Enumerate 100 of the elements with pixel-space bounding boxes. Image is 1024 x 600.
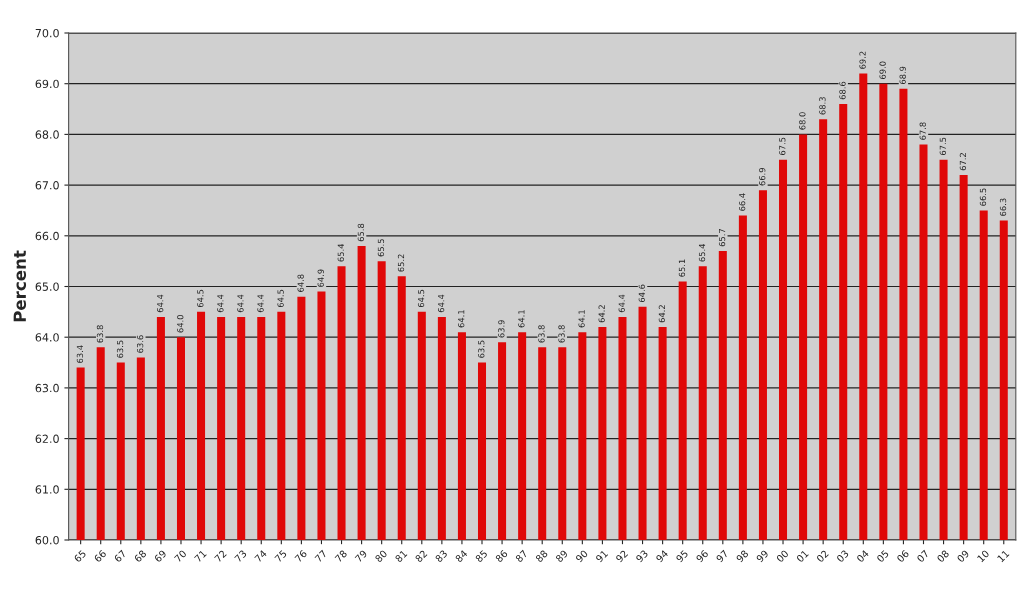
data-label: 65.4	[698, 243, 706, 262]
data-label: 63.5	[478, 340, 485, 358]
x-tick-label: 79	[354, 549, 368, 563]
y-tick-label: 70.0	[35, 28, 59, 38]
data-label: 65.4	[337, 243, 344, 262]
y-axis-title: Percent	[13, 250, 27, 322]
data-label: 63.8	[538, 325, 545, 343]
data-label: 65.1	[678, 259, 686, 277]
data-label: 66.5	[979, 188, 987, 206]
data-label: 63.5	[116, 340, 124, 358]
x-tick-label: 89	[555, 549, 569, 563]
data-label: 65.5	[377, 239, 385, 257]
data-label: 63.4	[76, 345, 84, 363]
x-tick-label: 73	[234, 549, 248, 563]
data-label: 66.9	[759, 168, 766, 186]
data-label: 65.8	[357, 223, 365, 242]
data-label: 67.8	[919, 122, 926, 140]
data-label: 67.5	[779, 137, 786, 155]
x-tick-label: 87	[515, 549, 528, 563]
data-label: 64.6	[638, 284, 645, 303]
x-tick-label: 95	[675, 549, 689, 563]
x-tick-label: 92	[615, 549, 629, 563]
x-tick-label: 99	[755, 549, 769, 563]
x-tick-label: 75	[274, 549, 288, 563]
x-tick-label: 01	[795, 549, 809, 563]
y-tick-label: 69.0	[35, 79, 59, 89]
data-label: 69.2	[859, 51, 866, 69]
x-tick-label: 04	[856, 549, 870, 563]
x-tick-label: 77	[314, 549, 328, 563]
y-tick-label: 67.0	[35, 181, 59, 190]
data-label: 63.8	[558, 325, 565, 343]
x-tick-label: 05	[876, 549, 890, 563]
x-tick-label: 85	[474, 549, 488, 563]
x-tick-label: 83	[434, 549, 448, 563]
data-label: 64.5	[277, 289, 284, 308]
data-label: 64.4	[237, 294, 244, 313]
x-tick-label: 84	[454, 549, 468, 563]
y-tick-label: 65.0	[35, 282, 59, 291]
x-tick-label: 80	[374, 549, 388, 563]
data-label: 64.1	[458, 310, 465, 328]
data-label: 67.5	[939, 137, 946, 155]
x-tick-label: 68	[133, 549, 147, 563]
x-tick-label: 74	[254, 549, 268, 563]
x-tick-label: 82	[414, 549, 428, 563]
data-label: 64.5	[417, 289, 425, 308]
x-tick-label: 96	[695, 549, 709, 563]
data-label: 68.3	[819, 97, 826, 115]
y-tick-label: 63.0	[35, 383, 59, 393]
data-label: 66.3	[999, 198, 1007, 216]
x-tick-label: 81	[394, 549, 408, 563]
data-label: 64.1	[518, 310, 525, 328]
data-label: 63.6	[136, 335, 144, 353]
data-label: 68.9	[899, 66, 906, 85]
x-tick-label: 97	[715, 549, 729, 563]
data-label: 64.5	[197, 289, 204, 308]
data-label: 64.2	[598, 305, 605, 323]
y-tick-label: 61.0	[35, 485, 59, 494]
data-label: 68.6	[839, 81, 846, 100]
x-tick-label: 70	[173, 549, 187, 563]
data-label: 64.9	[317, 269, 324, 287]
x-tick-label: 00	[775, 549, 789, 563]
x-tick-label: 02	[816, 549, 829, 563]
data-label: 64.4	[437, 294, 445, 313]
x-tick-label: 65	[73, 549, 87, 563]
data-label: 64.4	[157, 294, 164, 313]
data-label: 63.9	[498, 320, 505, 338]
y-tick-label: 66.0	[35, 231, 59, 241]
y-tick-label: 62.0	[35, 434, 59, 443]
data-label: 64.0	[177, 315, 184, 333]
data-label: 63.8	[96, 325, 104, 343]
data-label: 64.1	[578, 310, 585, 328]
x-tick-label: 08	[936, 549, 950, 563]
x-tick-label: 91	[595, 549, 609, 563]
data-label: 65.7	[718, 229, 726, 247]
x-tick-label: 86	[494, 549, 509, 563]
data-label: 64.4	[257, 294, 264, 313]
data-label: 68.0	[799, 112, 806, 130]
x-tick-label: 06	[896, 549, 910, 563]
data-label: 64.4	[618, 294, 625, 313]
x-tick-label: 76	[294, 549, 308, 563]
x-tick-label: 10	[976, 549, 990, 563]
data-label: 64.8	[297, 274, 304, 292]
x-tick-label: 03	[836, 549, 850, 563]
x-tick-label: 90	[575, 549, 589, 563]
data-label: 64.2	[658, 305, 666, 323]
x-tick-label: 07	[916, 549, 930, 563]
x-tick-label: 98	[735, 549, 749, 563]
data-label: 64.4	[217, 294, 224, 313]
x-tick-label: 66	[93, 549, 107, 563]
y-tick-label: 60.0	[35, 535, 59, 545]
x-tick-label: 11	[997, 549, 1010, 563]
data-label: 67.2	[959, 153, 967, 171]
y-tick-label: 68.0	[35, 130, 59, 139]
y-tick-label: 64.0	[35, 333, 59, 342]
x-tick-label: 69	[153, 549, 167, 563]
x-tick-label: 71	[194, 549, 207, 563]
data-label: 69.0	[879, 61, 886, 79]
x-tick-label: 93	[635, 549, 649, 563]
x-tick-label: 94	[655, 549, 669, 563]
x-tick-label: 67	[113, 549, 127, 563]
